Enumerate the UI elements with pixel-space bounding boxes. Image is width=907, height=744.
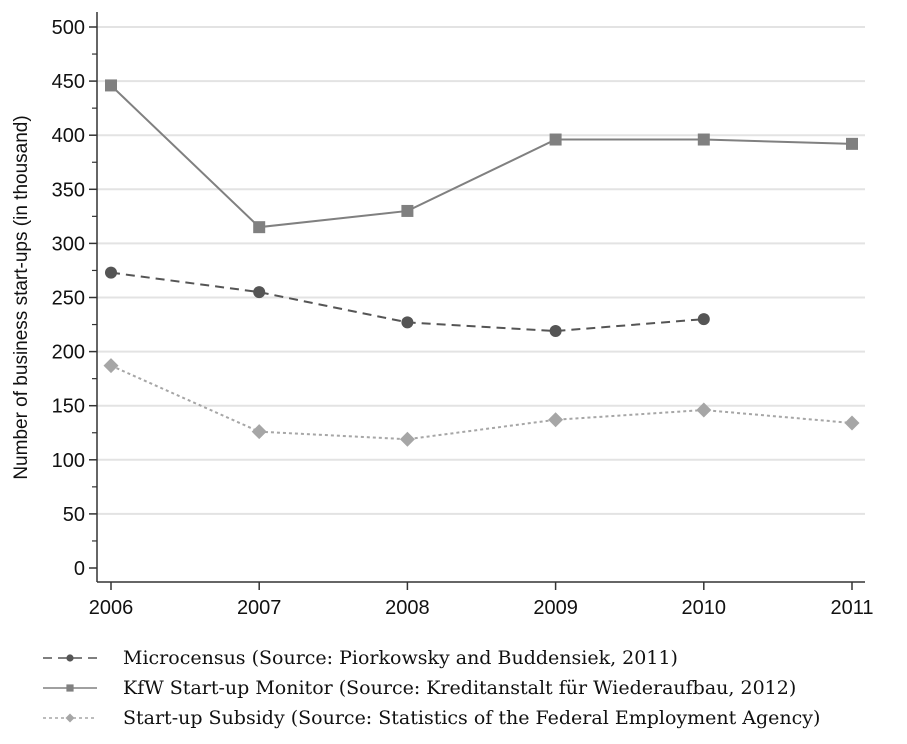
x-axis-ticks: 2006 2007 2008 2009 2010 2011: [89, 582, 874, 619]
data-point-square: [697, 133, 710, 146]
data-point-circle: [697, 313, 710, 326]
data-point-square: [549, 133, 562, 146]
y-tick-label: 350: [52, 179, 85, 201]
x-tick-label: 2009: [533, 597, 578, 619]
data-point-circle: [253, 286, 266, 299]
data-point-diamond: [65, 713, 75, 723]
data-point-diamond: [251, 424, 267, 440]
y-tick-label: 450: [52, 71, 85, 93]
series-1: [105, 266, 710, 338]
x-tick-label: 2008: [385, 597, 430, 619]
y-tick-label: 400: [52, 125, 85, 147]
data-point-square: [105, 79, 117, 92]
legend: Microcensus (Source: Piorkowsky and Budd…: [43, 647, 820, 729]
legend-label: Microcensus (Source: Piorkowsky and Budd…: [123, 647, 678, 669]
legend-label: KfW Start-up Monitor (Source: Kreditanst…: [123, 677, 796, 699]
y-axis-label: Number of business start-ups (in thousan…: [11, 115, 32, 479]
legend-item: KfW Start-up Monitor (Source: Kreditanst…: [43, 677, 796, 699]
x-tick-label: 2007: [237, 597, 282, 619]
data-point-square: [253, 221, 266, 234]
x-tick-label: 2010: [682, 597, 727, 619]
x-tick-label: 2006: [89, 597, 134, 619]
series-line: [110, 84, 853, 229]
gridlines: [97, 26, 865, 515]
data-point-circle: [66, 654, 74, 662]
data-point-circle: [549, 325, 562, 338]
series-3: [103, 358, 860, 447]
series-group: [103, 79, 860, 447]
data-point-diamond: [399, 431, 415, 447]
y-tick-label: 300: [52, 233, 85, 255]
data-point-square: [846, 137, 858, 150]
legend-label: Start-up Subsidy (Source: Statistics of …: [123, 707, 820, 729]
y-tick-label: 150: [52, 396, 85, 418]
series-line: [110, 364, 853, 441]
x-tick-label: 2011: [830, 597, 873, 619]
y-tick-label: 100: [52, 450, 85, 472]
y-tick-label: 50: [63, 504, 85, 526]
y-tick-label: 0: [74, 558, 85, 580]
y-tick-label: 200: [52, 342, 85, 364]
y-tick-label: 500: [52, 17, 85, 39]
data-point-circle: [105, 266, 117, 279]
data-point-square: [66, 684, 74, 692]
legend-item: Microcensus (Source: Piorkowsky and Budd…: [43, 647, 678, 669]
data-point-square: [401, 204, 414, 217]
legend-item: Start-up Subsidy (Source: Statistics of …: [43, 707, 820, 729]
data-point-diamond: [696, 402, 712, 418]
data-point-diamond: [103, 358, 119, 374]
y-axis-ticks: 0 50 100 150 200 250 300 350 400 450 500: [52, 17, 97, 580]
series-2: [105, 79, 858, 234]
y-tick-label: 250: [52, 288, 85, 310]
data-point-diamond: [844, 415, 860, 431]
data-point-diamond: [548, 412, 564, 428]
data-point-circle: [401, 316, 414, 329]
